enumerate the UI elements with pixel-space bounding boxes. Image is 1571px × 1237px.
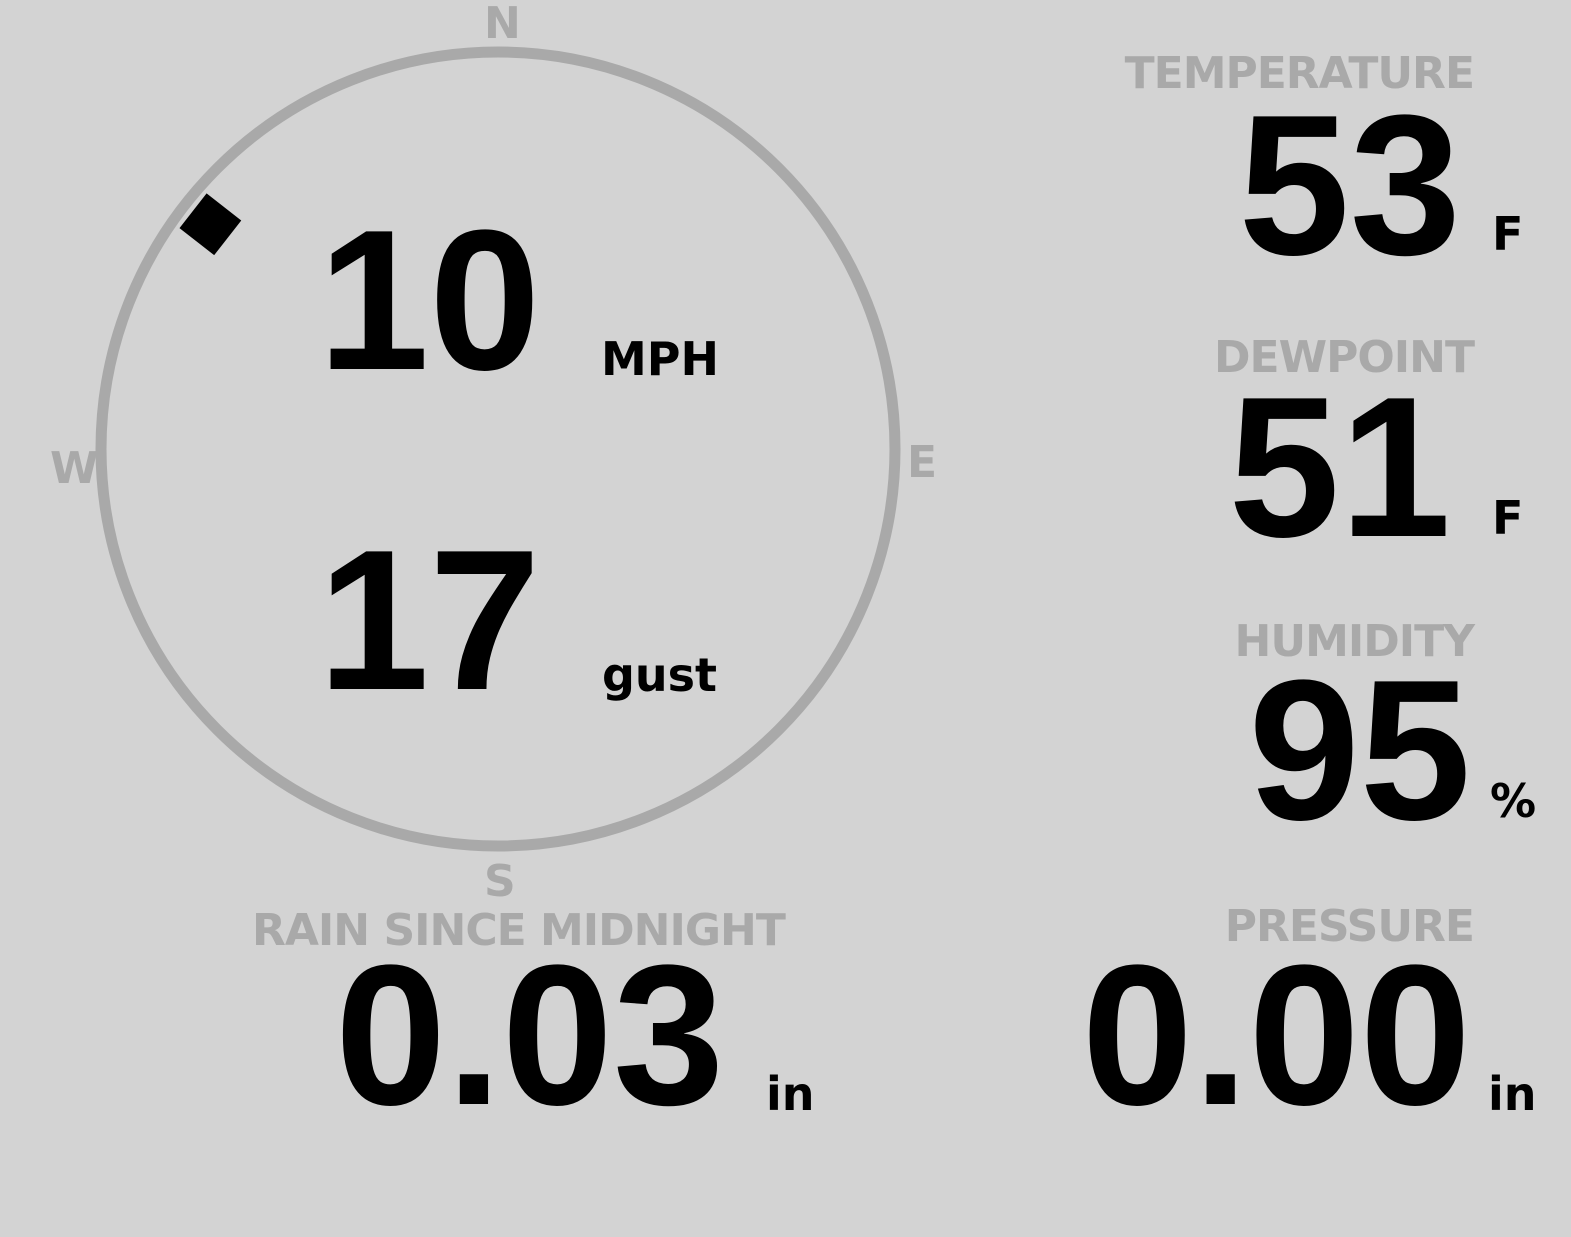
compass-east: E [907,437,938,488]
rain-unit: in [766,1067,815,1121]
dewpoint-value: 51 [1228,356,1451,579]
dewpoint-label: DEWPOINT [1214,332,1475,383]
compass-west: W [50,443,99,494]
wind-compass [95,46,901,852]
pressure-unit: in [1488,1067,1537,1121]
humidity-value: 95 [1248,639,1471,862]
compass-north: N [484,0,521,49]
temperature-label: TEMPERATURE [1124,48,1475,99]
wind-speed-unit: MPH [601,332,719,386]
rain-label: RAIN SINCE MIDNIGHT [252,905,786,956]
compass-ring [95,46,901,852]
wind-speed-value: 10 [318,189,541,412]
dewpoint-unit: F [1492,491,1524,545]
wind-gust-value: 17 [318,509,541,732]
rain-value: 0.03 [335,924,725,1147]
wind-gust-unit: gust [602,648,718,702]
compass-south: S [484,856,516,907]
wind-direction-pointer [179,193,242,256]
temperature-unit: F [1492,207,1524,261]
pressure-label: PRESSURE [1224,901,1475,952]
humidity-label: HUMIDITY [1234,616,1475,667]
humidity-unit: % [1490,774,1537,828]
temperature-value: 53 [1238,74,1461,297]
pressure-value: 0.00 [1081,924,1471,1147]
